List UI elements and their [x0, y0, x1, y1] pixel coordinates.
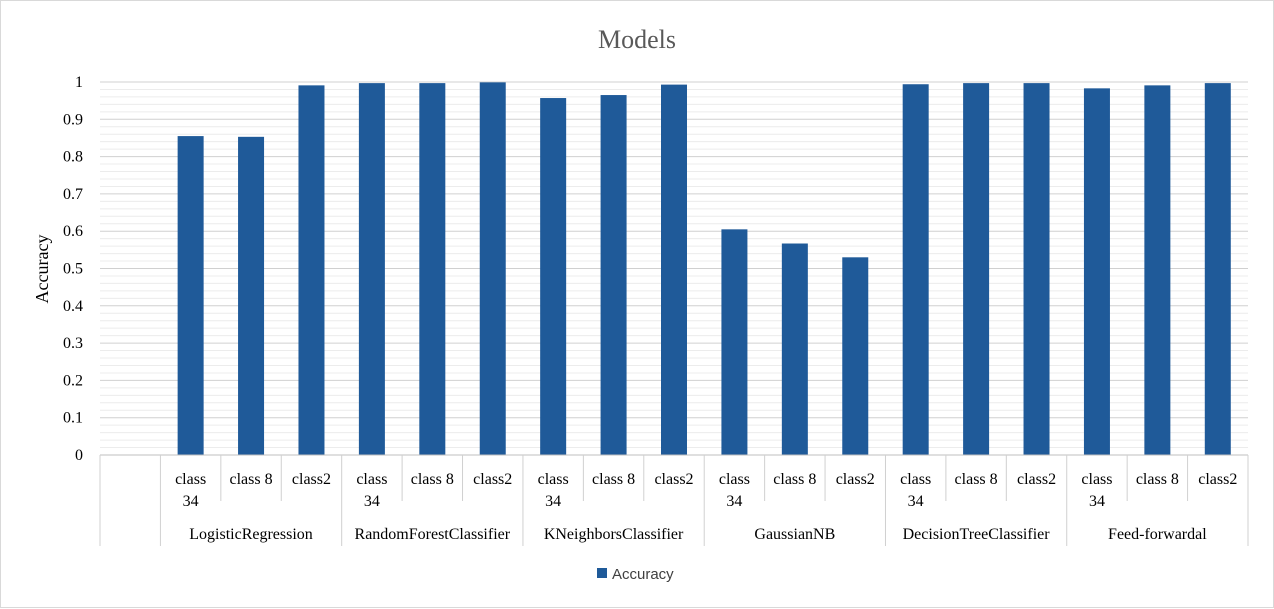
bar — [358, 83, 385, 455]
y-axis-label: Accuracy — [32, 235, 52, 304]
y-tick-label: 0 — [75, 447, 83, 464]
x-tick-label: class 8 — [229, 471, 272, 488]
x-tick-label: class 8 — [1136, 471, 1179, 488]
y-tick-label: 0.7 — [63, 186, 83, 203]
y-tick-label: 0.3 — [63, 335, 83, 352]
x-tick-label: class2 — [654, 471, 693, 488]
bar — [600, 95, 627, 456]
y-tick-label: 0.1 — [63, 410, 83, 427]
x-tick-label: class2 — [1198, 471, 1237, 488]
x-group-label: RandomForestClassifier — [355, 526, 511, 543]
x-tick-label: 34 — [183, 493, 199, 510]
x-tick-label: class2 — [836, 471, 875, 488]
x-tick-label: 34 — [726, 493, 742, 510]
legend-swatch — [597, 568, 607, 578]
y-tick-label: 1 — [75, 74, 83, 91]
y-tick-label: 0.2 — [63, 372, 83, 389]
x-axis — [99, 454, 1249, 546]
x-tick-label: 34 — [545, 493, 561, 510]
x-tick-label: class — [175, 471, 206, 488]
y-tick-label: 0.5 — [63, 261, 83, 278]
x-tick-label: class — [900, 471, 931, 488]
bar — [842, 257, 869, 455]
bar — [721, 229, 748, 455]
bar — [238, 136, 265, 455]
bar — [1144, 85, 1171, 456]
x-tick-label: class — [719, 471, 750, 488]
x-tick-label: class2 — [1017, 471, 1056, 488]
bar — [902, 84, 929, 455]
bar — [540, 98, 567, 455]
x-tick-label: class2 — [292, 471, 331, 488]
x-tick-label: class 8 — [773, 471, 816, 488]
bar — [177, 136, 204, 455]
bar — [1023, 83, 1050, 455]
x-group-label: LogisticRegression — [189, 526, 313, 543]
bar — [1083, 88, 1110, 455]
x-tick-label: class — [538, 471, 569, 488]
x-tick-label: class 8 — [955, 471, 998, 488]
x-tick-label: class 8 — [411, 471, 454, 488]
y-tick-label: 0.4 — [63, 298, 83, 315]
y-tick-label: 0.8 — [63, 149, 83, 166]
bar — [781, 243, 808, 455]
x-tick-label: class 8 — [592, 471, 635, 488]
bar — [1204, 83, 1231, 455]
y-tick-labels: 0 0.1 0.2 0.3 0.4 0.5 0.6 0.7 0.8 0.9 1 — [63, 74, 83, 464]
x-tick-label: 34 — [1089, 493, 1105, 510]
bar — [298, 85, 325, 456]
x-tick-label: class — [356, 471, 387, 488]
bar — [479, 82, 506, 456]
bar — [661, 84, 687, 456]
y-tick-label: 0.6 — [63, 223, 83, 240]
x-group-label: DecisionTreeClassifier — [903, 526, 1051, 543]
bars — [177, 82, 1231, 456]
x-group-label: Feed-forwardal — [1108, 526, 1207, 543]
x-tick-label: 34 — [364, 493, 380, 510]
x-group-label: KNeighborsClassifier — [544, 526, 684, 543]
bar — [419, 83, 446, 455]
bar — [963, 83, 990, 455]
x-tick-label: class2 — [473, 471, 512, 488]
y-tick-label: 0.9 — [63, 111, 83, 128]
x-tick-labels: class 34 class 8 class2 class 34 class 8 class2… — [175, 471, 1237, 543]
chart-title: Models — [598, 25, 676, 54]
legend-label: Accuracy — [612, 566, 674, 583]
x-tick-label: 34 — [908, 493, 924, 510]
x-group-label: GaussianNB — [754, 526, 835, 543]
legend: Accuracy — [597, 566, 674, 583]
x-tick-label: class — [1081, 471, 1112, 488]
